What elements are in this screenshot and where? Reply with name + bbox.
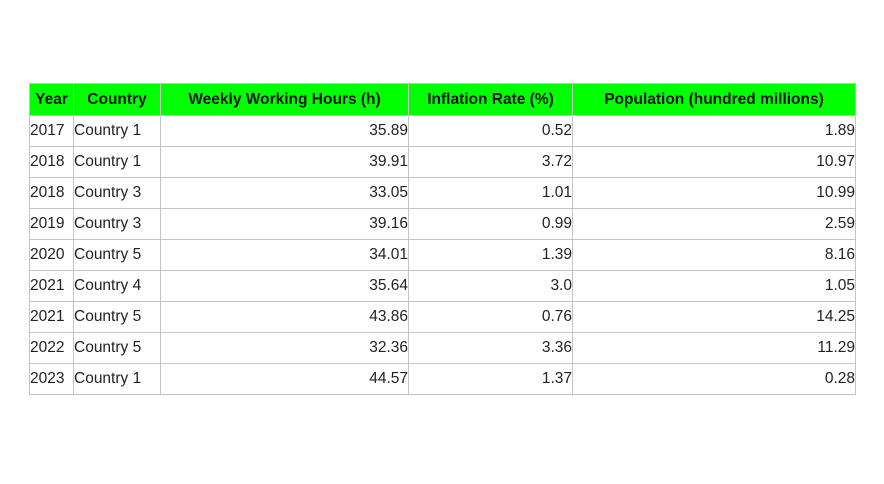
population-cell: 0.28 [572,363,856,395]
table-row: 2017 Country 1 35.89 0.52 1.89 [29,115,856,147]
inflation-rate-cell: 3.36 [408,332,573,364]
country-cell: Country 5 [73,332,161,364]
year-cell: 2020 [29,239,74,271]
table-row: 2022 Country 5 32.36 3.36 11.29 [29,332,856,364]
column-header-inflation-rate: Inflation Rate (%) [408,83,573,116]
country-cell: Country 3 [73,208,161,240]
table-row: 2018 Country 1 39.91 3.72 10.97 [29,146,856,178]
weekly-working-hours-cell: 39.16 [160,208,409,240]
inflation-rate-cell: 0.52 [408,115,573,147]
year-cell: 2019 [29,208,74,240]
column-header-year: Year [29,83,74,116]
year-cell: 2017 [29,115,74,147]
inflation-rate-cell: 1.01 [408,177,573,209]
country-cell: Country 3 [73,177,161,209]
year-cell: 2022 [29,332,74,364]
weekly-working-hours-cell: 43.86 [160,301,409,333]
population-cell: 10.97 [572,146,856,178]
year-cell: 2021 [29,301,74,333]
population-cell: 1.05 [572,270,856,302]
weekly-working-hours-cell: 39.91 [160,146,409,178]
data-table: Year Country Weekly Working Hours (h) In… [29,83,856,395]
weekly-working-hours-cell: 33.05 [160,177,409,209]
weekly-working-hours-cell: 32.36 [160,332,409,364]
country-cell: Country 5 [73,301,161,333]
inflation-rate-cell: 1.39 [408,239,573,271]
year-cell: 2021 [29,270,74,302]
year-cell: 2018 [29,146,74,178]
population-cell: 14.25 [572,301,856,333]
table-row: 2019 Country 3 39.16 0.99 2.59 [29,208,856,240]
year-cell: 2023 [29,363,74,395]
weekly-working-hours-cell: 44.57 [160,363,409,395]
country-cell: Country 1 [73,363,161,395]
header-row: Year Country Weekly Working Hours (h) In… [29,83,856,116]
column-header-country: Country [73,83,161,116]
population-cell: 10.99 [572,177,856,209]
table-row: 2021 Country 4 35.64 3.0 1.05 [29,270,856,302]
table-row: 2020 Country 5 34.01 1.39 8.16 [29,239,856,271]
population-cell: 1.89 [572,115,856,147]
country-cell: Country 5 [73,239,161,271]
column-header-weekly-working-hours: Weekly Working Hours (h) [160,83,409,116]
population-cell: 8.16 [572,239,856,271]
table-row: 2023 Country 1 44.57 1.37 0.28 [29,363,856,395]
population-cell: 11.29 [572,332,856,364]
table-row: 2021 Country 5 43.86 0.76 14.25 [29,301,856,333]
inflation-rate-cell: 3.0 [408,270,573,302]
weekly-working-hours-cell: 34.01 [160,239,409,271]
country-cell: Country 4 [73,270,161,302]
weekly-working-hours-cell: 35.64 [160,270,409,302]
table-row: 2018 Country 3 33.05 1.01 10.99 [29,177,856,209]
population-cell: 2.59 [572,208,856,240]
inflation-rate-cell: 3.72 [408,146,573,178]
inflation-rate-cell: 0.99 [408,208,573,240]
country-cell: Country 1 [73,146,161,178]
year-cell: 2018 [29,177,74,209]
column-header-population: Population (hundred millions) [572,83,856,116]
weekly-working-hours-cell: 35.89 [160,115,409,147]
country-cell: Country 1 [73,115,161,147]
inflation-rate-cell: 0.76 [408,301,573,333]
inflation-rate-cell: 1.37 [408,363,573,395]
